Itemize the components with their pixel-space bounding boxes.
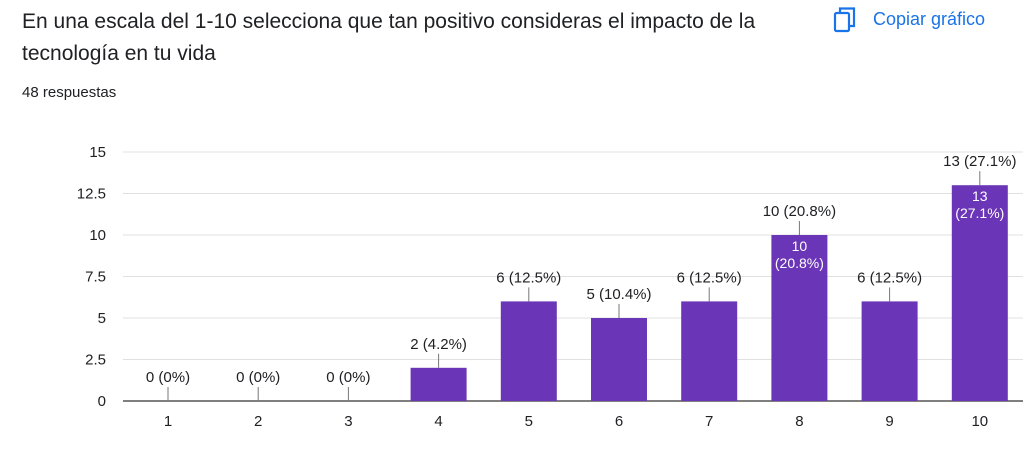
inner-label-percent-10: (27.1%) xyxy=(955,205,1004,221)
x-tick-label-1: 1 xyxy=(164,413,172,430)
bar-9 xyxy=(861,301,918,401)
data-label-3: 0 (0%) xyxy=(326,369,370,386)
bar-5 xyxy=(500,301,557,401)
bar-8 xyxy=(771,235,828,401)
y-tick-label-4: 10 xyxy=(89,227,106,244)
inner-label-value-10: 13 xyxy=(972,188,988,204)
data-label-7: 6 (12.5%) xyxy=(677,269,742,286)
data-label-8: 10 (20.8%) xyxy=(763,203,836,220)
data-label-4: 2 (4.2%) xyxy=(410,336,467,353)
x-tick-label-9: 9 xyxy=(885,413,893,430)
y-tick-label-1: 2.5 xyxy=(85,352,106,369)
copy-icon xyxy=(830,4,860,34)
y-tick-label-2: 5 xyxy=(98,310,106,327)
x-tick-label-5: 5 xyxy=(525,413,533,430)
data-label-5: 6 (12.5%) xyxy=(496,269,561,286)
bar-4 xyxy=(410,367,467,401)
copy-chart-button[interactable]: Copiar gráfico xyxy=(830,4,985,34)
x-tick-label-2: 2 xyxy=(254,413,262,430)
bar-6 xyxy=(591,318,647,401)
inner-label-percent-8: (20.8%) xyxy=(775,255,824,271)
data-label-10: 13 (27.1%) xyxy=(943,153,1016,170)
bar-10 xyxy=(951,185,1008,401)
x-tick-label-4: 4 xyxy=(434,413,442,430)
data-label-9: 6 (12.5%) xyxy=(857,269,922,286)
x-tick-label-8: 8 xyxy=(795,413,803,430)
x-tick-label-6: 6 xyxy=(615,413,623,430)
data-label-1: 0 (0%) xyxy=(146,369,190,386)
y-tick-label-6: 15 xyxy=(89,144,106,161)
response-count: 48 respuestas xyxy=(22,84,117,101)
data-label-2: 0 (0%) xyxy=(236,369,280,386)
bar-7 xyxy=(681,301,738,401)
y-tick-label-3: 7.5 xyxy=(85,269,106,286)
data-label-6: 5 (10.4%) xyxy=(586,286,651,303)
question-title: En una escala del 1-10 selecciona que ta… xyxy=(22,10,756,65)
x-tick-label-3: 3 xyxy=(344,413,352,430)
copy-chart-label: Copiar gráfico xyxy=(873,8,986,29)
y-tick-label-5: 12.5 xyxy=(77,186,106,203)
inner-label-value-8: 10 xyxy=(792,238,808,254)
x-tick-label-10: 10 xyxy=(971,413,988,430)
y-tick-label-0: 0 xyxy=(98,393,106,410)
x-tick-label-7: 7 xyxy=(705,413,713,430)
